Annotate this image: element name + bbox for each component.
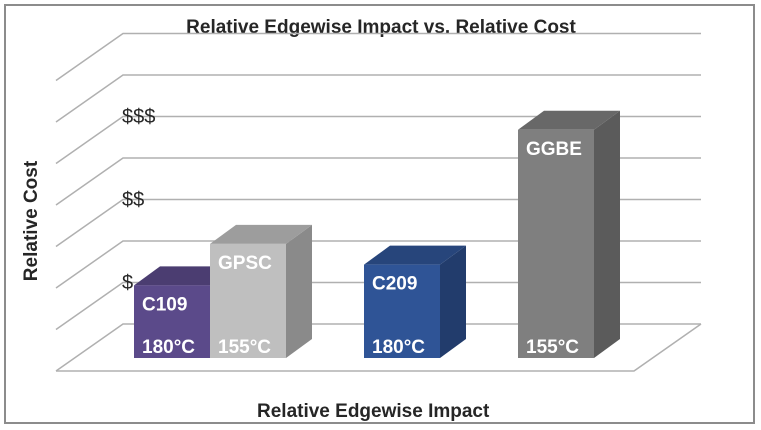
- y-tick-label: $: [122, 272, 133, 294]
- bars: C109 180°C GPSC 155°C C209 180°C GGBE 155°C: [134, 110, 620, 358]
- y-axis-label: Relative Cost: [21, 160, 42, 281]
- bar-gpsc: GPSC 155°C: [210, 224, 312, 358]
- bar-side: [286, 224, 312, 358]
- gridline: [55, 74, 701, 123]
- gridline: [55, 240, 701, 289]
- bar-temperature-label: 155°C: [218, 337, 271, 358]
- bar-ggbe: GGBE 155°C: [518, 110, 620, 358]
- bar-front: [364, 264, 440, 358]
- gridline: [55, 323, 701, 372]
- gridline: [55, 281, 701, 331]
- bar-name-label: C209: [372, 274, 417, 295]
- bar-front: [134, 285, 210, 358]
- bar-chart-3d: Relative Edgewise Impact vs. Relative Co…: [21, 17, 702, 422]
- y-tick-labels: $$$$$$: [122, 106, 155, 294]
- bar-c209: C209 180°C: [364, 245, 466, 358]
- gridline: [55, 198, 701, 248]
- x-axis-label: Relative Edgewise Impact: [257, 401, 490, 422]
- bar-name-label: C109: [142, 294, 187, 315]
- bar-front: [210, 243, 286, 358]
- gridline: [55, 32, 701, 82]
- chart-frame: Relative Edgewise Impact vs. Relative Co…: [4, 4, 755, 424]
- y-tick-label: $$$: [122, 106, 155, 128]
- bar-temperature-label: 155°C: [526, 337, 579, 358]
- gridlines: [55, 32, 702, 372]
- chart-title: Relative Edgewise Impact vs. Relative Co…: [186, 17, 576, 38]
- y-tick-label: $$: [122, 189, 144, 211]
- bar-front: [518, 129, 594, 358]
- bar-temperature-label: 180°C: [142, 337, 195, 358]
- bar-side: [594, 110, 620, 358]
- gridline: [55, 157, 701, 206]
- bar-temperature-label: 180°C: [372, 337, 425, 358]
- floor-edge: [56, 323, 702, 372]
- bar-top: [364, 245, 466, 265]
- bar-top: [210, 224, 312, 244]
- bar-name-label: GPSC: [218, 253, 272, 274]
- bar-side: [440, 245, 466, 358]
- bar-top: [518, 110, 620, 130]
- bar-name-label: GGBE: [526, 139, 582, 160]
- gridline: [55, 115, 701, 165]
